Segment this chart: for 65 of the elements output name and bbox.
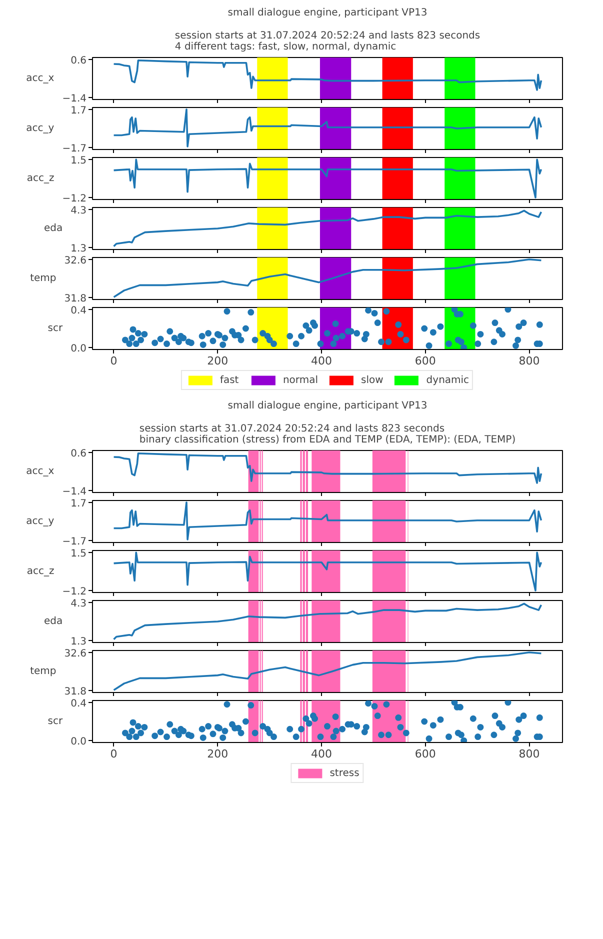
line-series: [112, 602, 542, 640]
line-series: [112, 452, 542, 484]
y-axis-title: temp: [30, 666, 56, 677]
y-axis-title: temp: [30, 273, 56, 284]
legend-label: slow: [361, 374, 384, 386]
y-axis-title: acc_z: [26, 566, 54, 577]
legend-label: stress: [330, 768, 360, 778]
x-tick-label: 400: [311, 748, 332, 760]
line-series: [112, 108, 542, 148]
x-tick-label: 800: [518, 354, 540, 368]
y-axis-title: acc_x: [26, 73, 54, 84]
y-tick-label: 1.3: [70, 636, 87, 648]
y-tick-label: 32.6: [64, 648, 86, 660]
chart-title: small dialogue engine, participant VP13: [228, 400, 428, 412]
y-tick-label: 31.8: [64, 294, 86, 305]
line-series: [112, 158, 542, 198]
y-tick-label: 1.7: [70, 105, 87, 116]
x-tick-label: 800: [518, 748, 540, 760]
line-series: [112, 258, 542, 298]
y-tick-label: −1.2: [62, 194, 87, 205]
y-axis-title: acc_y: [26, 123, 54, 134]
y-tick-label: 1.7: [70, 498, 87, 510]
y-tick-label: 0.4: [70, 305, 87, 316]
chart-subtitle: session starts at 31.07.2024 20:52:24 and lasts 823 seconds binary classification (stress) from EDA and TEMP (EDA, TEMP): (EDA, TEMP): [139, 424, 516, 446]
y-tick-label: −1.7: [62, 144, 87, 155]
y-tick-label: 0.4: [70, 698, 87, 710]
line-series: [112, 552, 542, 592]
x-tick-label: 400: [311, 354, 332, 368]
y-tick-label: −1.4: [62, 94, 87, 105]
y-tick-label: 0.0: [70, 736, 87, 748]
y-tick-label: 4.3: [70, 598, 87, 610]
y-tick-label: 1.5: [70, 155, 87, 166]
line-series: [112, 502, 542, 540]
line-series: [112, 59, 542, 91]
x-tick-label: 200: [207, 354, 228, 368]
legend-label: fast: [220, 374, 240, 386]
x-tick-label: 200: [207, 748, 228, 760]
y-axis-title: eda: [44, 223, 63, 234]
y-tick-label: 1.3: [70, 244, 87, 255]
y-tick-label: 0.0: [70, 344, 87, 355]
chart-subtitle: session starts at 31.07.2024 20:52:24 and lasts 823 seconds 4 different tags: fast, slow, normal, dynamic: [174, 30, 480, 52]
legend-label: dynamic: [426, 374, 470, 386]
y-axis-title: acc_z: [26, 173, 54, 184]
y-tick-label: 0.6: [70, 448, 87, 460]
y-tick-label: 0.6: [70, 55, 87, 66]
chart-title: small dialogue engine, participant VP13: [228, 8, 428, 18]
legend-label: normal: [282, 374, 318, 386]
x-tick-label: 0: [110, 354, 118, 368]
y-axis-title: scr: [48, 716, 64, 727]
y-tick-label: −1.7: [62, 536, 87, 548]
y-tick-label: −1.4: [62, 486, 87, 498]
y-tick-label: 31.8: [64, 686, 86, 698]
x-tick-label: 600: [414, 354, 436, 368]
y-tick-label: 32.6: [64, 255, 86, 266]
line-series: [112, 210, 542, 248]
line-series: [112, 652, 542, 692]
x-tick-label: 600: [414, 748, 436, 760]
y-axis-title: acc_x: [26, 466, 54, 477]
y-tick-label: 4.3: [70, 205, 87, 216]
y-axis-title: eda: [44, 616, 63, 627]
y-axis-title: acc_y: [26, 516, 54, 527]
y-tick-label: −1.2: [62, 586, 87, 598]
x-tick-label: 0: [110, 748, 118, 760]
y-tick-label: 1.5: [70, 548, 87, 560]
y-axis-title: scr: [48, 323, 64, 334]
